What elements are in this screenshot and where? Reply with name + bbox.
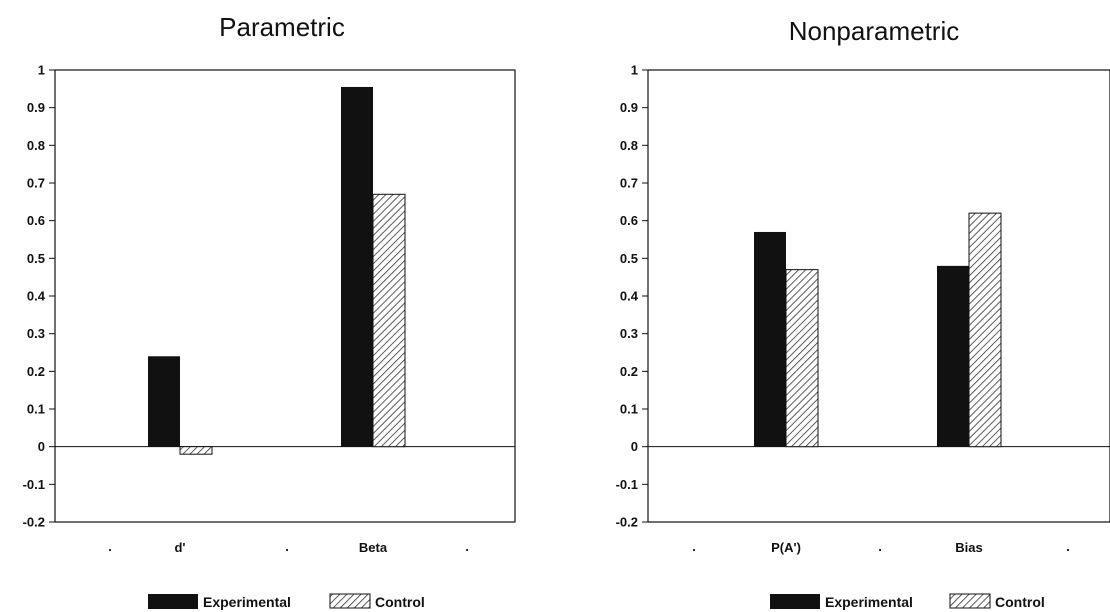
x-separator-dot: . [285, 539, 289, 554]
y-tick-label: 0.2 [620, 364, 638, 379]
y-tick-label: 0 [631, 439, 638, 454]
bars [754, 212, 1002, 448]
legend-swatch-experimental [148, 594, 198, 609]
y-tick-label: -0.2 [23, 515, 45, 530]
y-tick-label: 0.5 [620, 251, 638, 266]
y-tick-label: 0.1 [620, 402, 638, 417]
y-tick-label: 0.7 [620, 176, 638, 191]
x-axis: d' Beta . . . [108, 539, 469, 555]
plot-frame [54, 69, 516, 523]
bar-control [372, 193, 406, 448]
bar-experimental [341, 86, 373, 447]
legend-label-experimental: Experimental [825, 594, 913, 610]
y-tick-label: 0.9 [620, 100, 638, 115]
y-tick-label: 0.6 [620, 213, 638, 228]
x-separator-dot: . [878, 539, 882, 554]
y-tick-label: 0 [38, 439, 45, 454]
category-label: Bias [955, 540, 982, 555]
legend-label-experimental: Experimental [203, 594, 291, 610]
y-axis: 1 0.9 0.8 0.7 0.6 0.5 0.4 0.3 0.2 0.1 0 -0.1 -0.2 [616, 63, 648, 530]
chart-title: Nonparametric [789, 16, 960, 46]
category-label: d' [174, 540, 185, 555]
category-label: P(A') [771, 540, 801, 555]
chart-title: Parametric [219, 12, 345, 42]
plot-frame [647, 69, 1110, 523]
legend-label-control: Control [995, 594, 1045, 610]
x-axis: P(A') Bias . . . [692, 539, 1070, 555]
x-separator-dot: . [692, 539, 696, 554]
y-tick-label: 0.1 [27, 402, 45, 417]
legend: Experimental Control [770, 593, 1045, 610]
legend: Experimental Control [148, 593, 425, 610]
nonparametric-chart: Nonparametric 1 0.9 0.8 0.7 0.6 0.5 0.4 0.3 0.2 0… [616, 16, 1110, 610]
y-tick-label: -0.2 [616, 515, 638, 530]
y-tick-label: 0.4 [27, 289, 46, 304]
bar-experimental [754, 231, 786, 447]
y-axis: 1 0.9 0.8 0.7 0.6 0.5 0.4 0.3 0.2 0.1 0 -0.1 -0.2 [23, 63, 55, 530]
legend-label-control: Control [375, 594, 425, 610]
y-tick-label: 0.3 [27, 326, 45, 341]
x-separator-dot: . [108, 539, 112, 554]
bar-experimental [148, 356, 180, 447]
y-tick-label: 1 [631, 63, 638, 78]
y-tick-label: -0.1 [23, 477, 45, 492]
y-tick-label: 0.9 [27, 100, 45, 115]
bar-control [179, 446, 213, 455]
y-tick-label: -0.1 [616, 477, 638, 492]
y-tick-label: 0.8 [620, 138, 638, 153]
y-tick-label: 0.3 [620, 326, 638, 341]
y-tick-label: 0.5 [27, 251, 45, 266]
parametric-chart: Parametric 1 0.9 0.8 0.7 0.6 0.5 0.4 0.3 0.2 0.1 0… [23, 12, 516, 610]
y-tick-label: 0.8 [27, 138, 45, 153]
x-separator-dot: . [465, 539, 469, 554]
bar-control [968, 212, 1002, 448]
bar-control [785, 269, 819, 448]
bars [148, 86, 406, 455]
y-tick-label: 0.4 [620, 289, 639, 304]
legend-swatch-control [949, 593, 991, 609]
y-tick-label: 0.6 [27, 213, 45, 228]
legend-swatch-control [329, 593, 371, 609]
legend-swatch-experimental [770, 594, 820, 609]
bar-experimental [937, 265, 969, 447]
x-separator-dot: . [1066, 539, 1070, 554]
category-label: Beta [359, 540, 388, 555]
y-tick-label: 1 [38, 63, 45, 78]
y-tick-label: 0.2 [27, 364, 45, 379]
y-tick-label: 0.7 [27, 176, 45, 191]
